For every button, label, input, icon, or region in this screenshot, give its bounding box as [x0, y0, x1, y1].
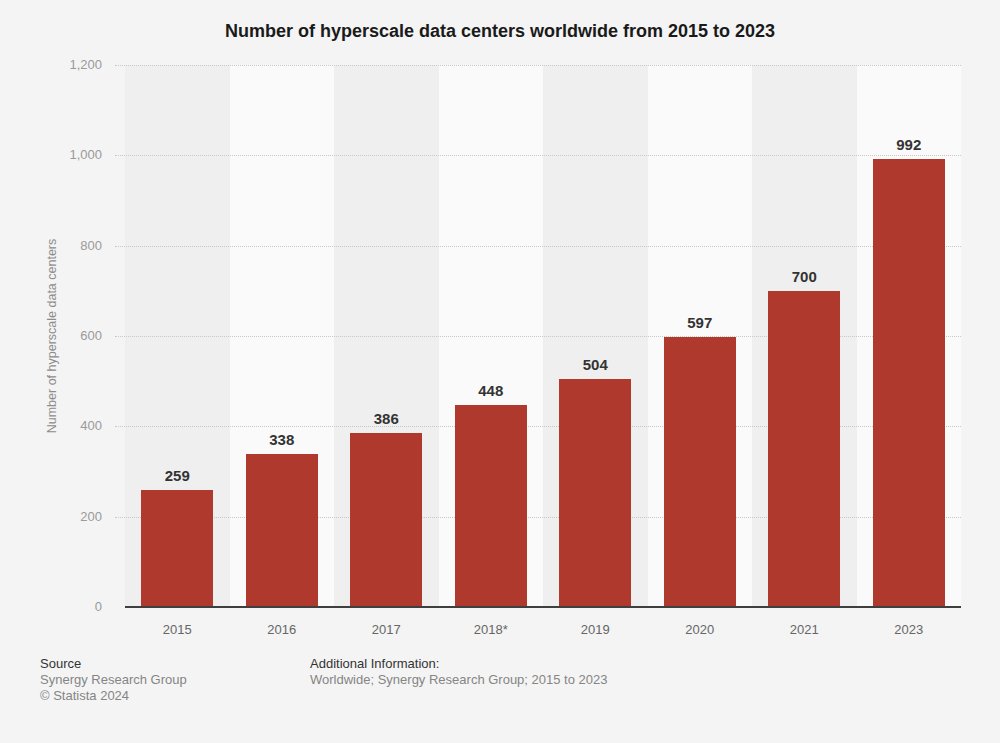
y-tick-label: 800: [22, 238, 102, 254]
bar-value-label: 259: [132, 468, 222, 484]
source-name: Synergy Research Group: [40, 672, 187, 688]
x-tick-label: 2019: [543, 621, 648, 638]
source-label: Source: [40, 656, 187, 672]
additional-info-text: Worldwide; Synergy Research Group; 2015 …: [310, 672, 607, 688]
bar: [664, 337, 736, 607]
additional-info-label: Additional Information:: [310, 656, 607, 672]
bar-value-label: 448: [446, 383, 536, 399]
source-block: Source Synergy Research Group © Statista…: [40, 656, 187, 704]
y-tick-label: 1,000: [22, 147, 102, 163]
bar: [246, 454, 318, 607]
bar-value-label: 338: [237, 432, 327, 448]
bar-value-label: 992: [864, 137, 954, 153]
gridline: [115, 246, 961, 247]
x-tick-label: 2021: [752, 621, 857, 638]
y-tick-label: 400: [22, 418, 102, 434]
bar: [559, 379, 631, 607]
bar: [873, 159, 945, 607]
bar-value-label: 386: [341, 411, 431, 427]
x-tick-label: 2018*: [439, 621, 544, 638]
x-tick-label: 2015: [125, 621, 230, 638]
y-tick-label: 200: [22, 509, 102, 525]
gridline: [115, 155, 961, 156]
x-tick-label: 2017: [334, 621, 439, 638]
additional-info-block: Additional Information: Worldwide; Syner…: [310, 656, 607, 688]
y-tick-label: 600: [22, 328, 102, 344]
bar-value-label: 504: [550, 357, 640, 373]
x-axis-line: [125, 606, 961, 608]
x-tick-label: 2020: [648, 621, 753, 638]
bar-value-label: 597: [655, 315, 745, 331]
plot-area: 259 338 386 448 504 597 700 992: [125, 65, 961, 607]
bar: [350, 433, 422, 607]
chart-title: Number of hyperscale data centers worldw…: [0, 20, 1000, 42]
x-tick-label: 2023: [857, 621, 962, 638]
bar: [141, 490, 213, 607]
x-tick-label: 2016: [230, 621, 335, 638]
bar: [455, 405, 527, 607]
y-tick-label: 1,200: [22, 57, 102, 73]
gridline: [115, 65, 961, 66]
y-tick-label: 0: [22, 599, 102, 615]
copyright-notice: © Statista 2024: [40, 688, 187, 704]
bar: [768, 291, 840, 607]
bar-value-label: 700: [759, 269, 849, 285]
